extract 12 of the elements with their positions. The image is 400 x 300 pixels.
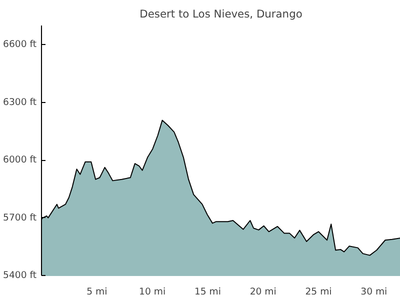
- chart-title: Desert to Los Nieves, Durango: [140, 8, 302, 20]
- x-tick-label: 10 mi: [139, 286, 166, 298]
- y-tick-label: 6300 ft: [3, 96, 37, 108]
- x-tick-label: 25 mi: [305, 286, 332, 298]
- y-tick-label: 6000 ft: [3, 154, 37, 166]
- y-tick-label: 5400 ft: [3, 270, 37, 281]
- y-tick-label: 6600 ft: [3, 39, 37, 50]
- x-tick-label: 15 mi: [194, 286, 221, 298]
- x-tick-label: 30 mi: [360, 286, 388, 298]
- x-tick-label: 5 mi: [86, 286, 108, 298]
- y-tick-label: 5700 ft: [3, 212, 37, 224]
- x-tick-label: 20 mi: [250, 286, 276, 298]
